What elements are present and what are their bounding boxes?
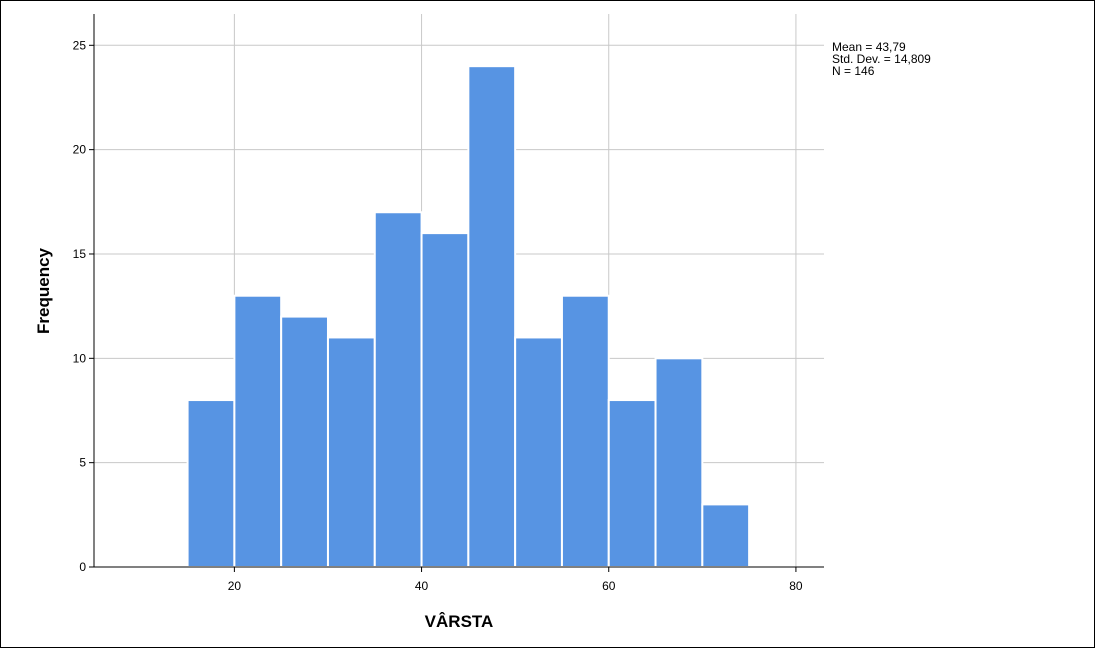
x-tick-labels: 20 40 60 80 bbox=[228, 579, 803, 593]
stats-n: N = 146 bbox=[832, 64, 875, 78]
y-axis-title: Frequency bbox=[34, 247, 53, 334]
y-tick-label: 20 bbox=[73, 143, 87, 157]
histogram-bar bbox=[420, 232, 470, 568]
histogram-bar bbox=[326, 336, 376, 568]
x-axis-title: VÂRSTA bbox=[425, 612, 494, 631]
y-tick-label: 5 bbox=[79, 456, 86, 470]
histogram-bar bbox=[233, 294, 283, 568]
x-tick-label: 60 bbox=[602, 579, 616, 593]
y-tick-label: 10 bbox=[73, 351, 87, 365]
stats-std-dev: Std. Dev. = 14,809 bbox=[832, 52, 931, 66]
y-tick-label: 15 bbox=[73, 247, 87, 261]
histogram-bar bbox=[186, 399, 236, 568]
y-tick-labels: 0 5 10 15 20 25 bbox=[73, 38, 87, 574]
axes bbox=[89, 14, 824, 572]
grid-lines bbox=[94, 14, 824, 567]
histogram-bar bbox=[514, 336, 563, 568]
y-tick-label: 0 bbox=[79, 560, 86, 574]
stats-mean: Mean = 43,79 bbox=[832, 40, 906, 54]
histogram-bars bbox=[186, 65, 751, 569]
histogram-bar bbox=[701, 503, 751, 569]
histogram-bar bbox=[607, 399, 657, 568]
histogram-bar bbox=[280, 315, 329, 568]
histogram-bar bbox=[560, 294, 610, 568]
y-tick-label: 25 bbox=[73, 38, 87, 52]
x-tick-label: 40 bbox=[415, 579, 429, 593]
x-tick-label: 80 bbox=[789, 579, 803, 593]
histogram-bar bbox=[654, 357, 704, 568]
x-tick-label: 20 bbox=[228, 579, 242, 593]
histogram-bar bbox=[373, 211, 423, 569]
histogram-bar bbox=[467, 65, 517, 569]
